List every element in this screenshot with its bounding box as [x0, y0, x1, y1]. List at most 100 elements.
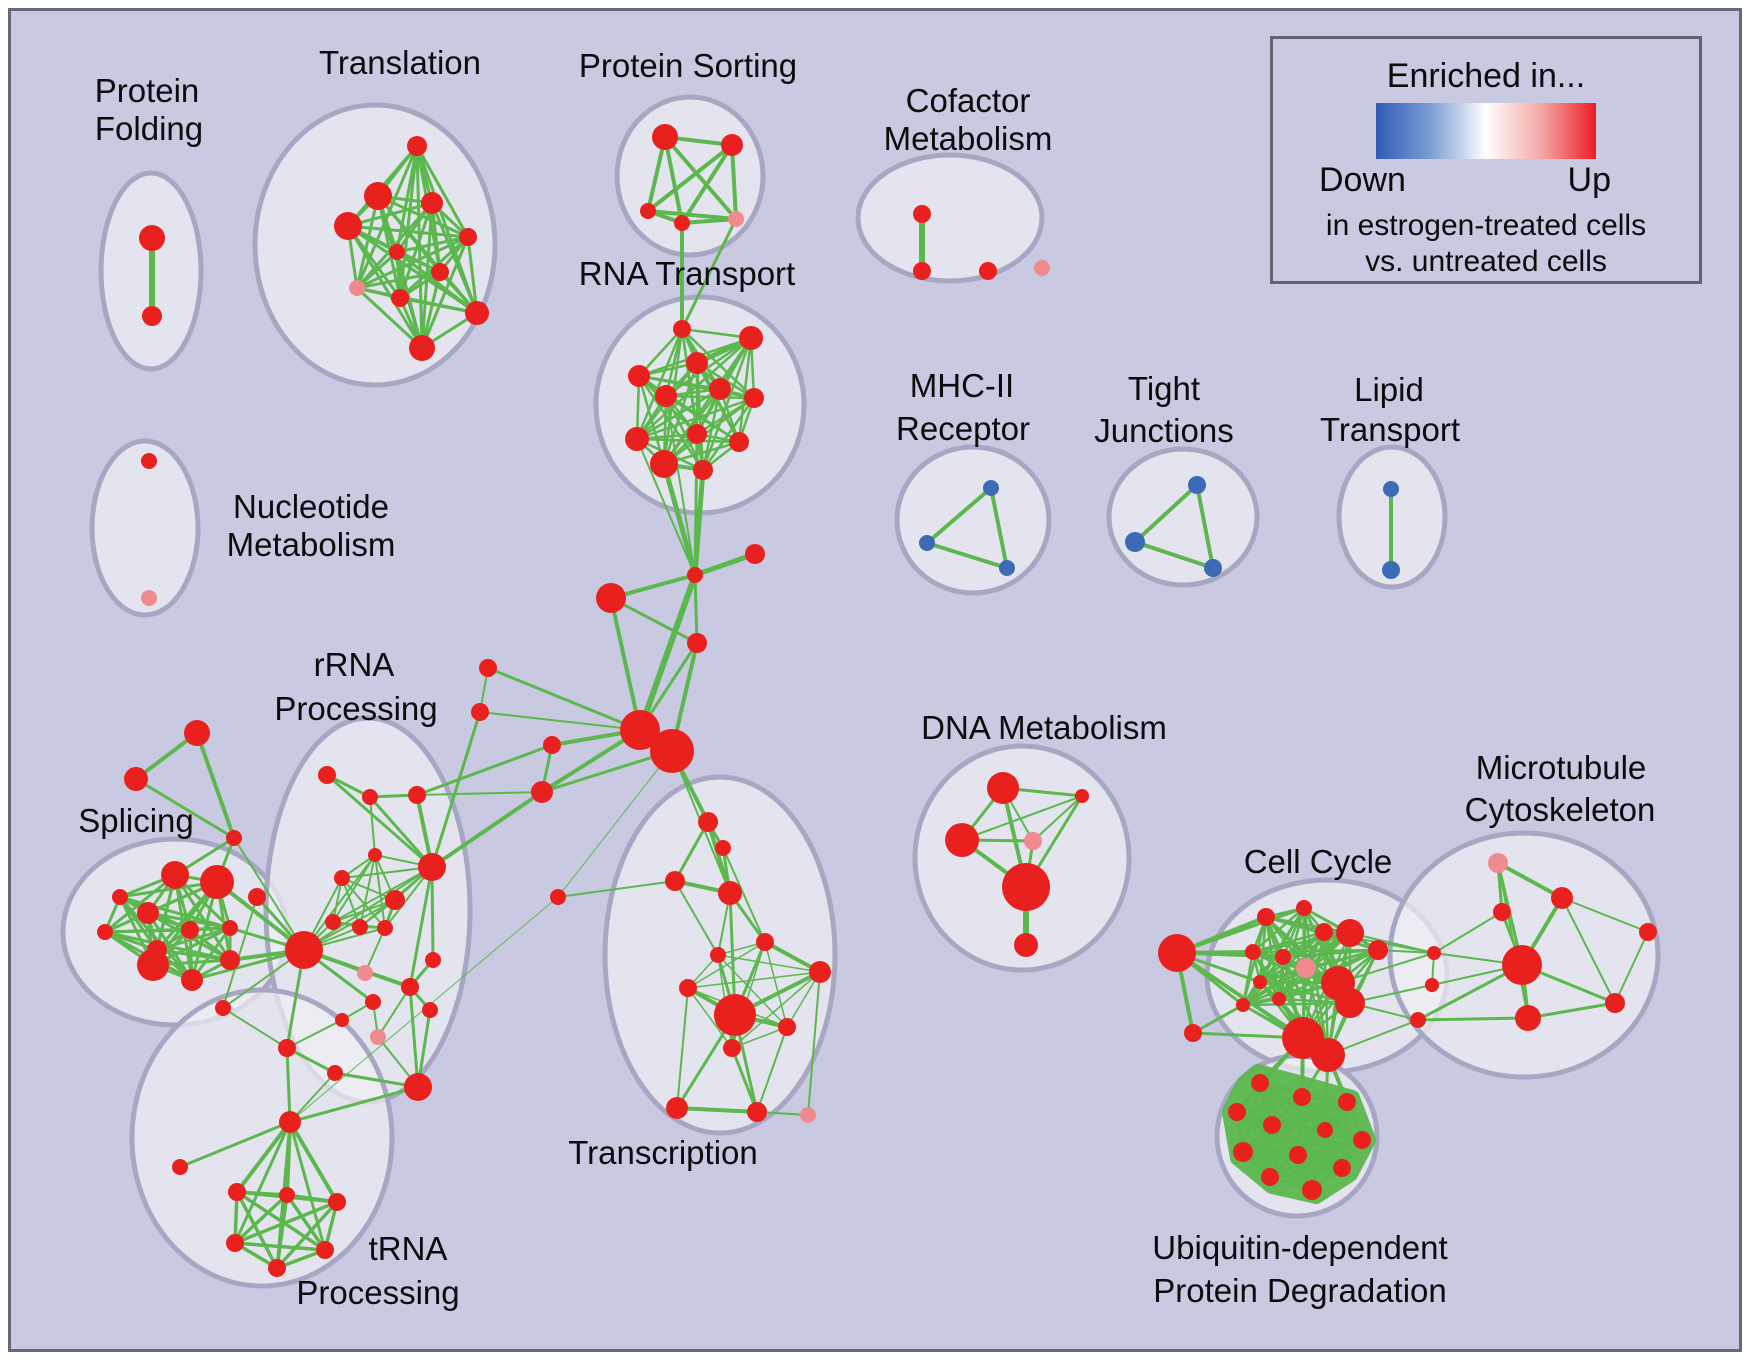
cluster-label-rrna-processing: rRNA — [314, 646, 395, 683]
network-edge — [635, 336, 753, 441]
gene-set-node — [1296, 900, 1312, 916]
network-edge — [756, 1026, 788, 1113]
gene-set-node — [687, 424, 707, 444]
network-edge — [1241, 948, 1380, 1007]
gene-set-node — [945, 823, 979, 857]
gene-set-node — [778, 1018, 796, 1036]
network-edge — [1614, 931, 1649, 1004]
cluster-ellipse-tight-junctions — [1106, 446, 1260, 588]
network-edge — [288, 1120, 339, 1204]
network-edge — [989, 486, 1009, 570]
gene-set-node — [1075, 789, 1089, 803]
gene-set-node — [1275, 949, 1291, 965]
gene-set-node — [220, 950, 240, 970]
network-edge — [1496, 861, 1564, 900]
gene-set-node — [479, 659, 497, 677]
network-edge — [1235, 1095, 1304, 1114]
network-edge — [961, 795, 1083, 841]
network-edge — [1268, 1166, 1344, 1179]
gene-set-node — [543, 736, 561, 754]
network-edge — [693, 573, 699, 645]
network-edge — [680, 143, 734, 225]
gene-set-node — [625, 427, 649, 451]
network-edge — [674, 880, 719, 956]
gene-set-node — [418, 853, 446, 881]
gene-set-node — [368, 848, 382, 862]
gene-set-node — [531, 781, 553, 803]
gene-set-node — [124, 767, 148, 791]
gene-set-node — [1289, 1146, 1307, 1164]
gene-set-node — [1502, 945, 1542, 985]
gene-set-node — [334, 212, 362, 240]
gene-set-node — [1188, 476, 1206, 494]
gene-set-node — [1335, 988, 1365, 1018]
gene-set-node — [1257, 908, 1275, 926]
gene-set-node — [1639, 923, 1657, 941]
gene-set-node — [357, 965, 373, 981]
gene-set-node — [1605, 993, 1625, 1013]
gene-set-node — [408, 786, 426, 804]
gene-set-node — [142, 306, 162, 326]
cluster-label-cofactor-metabolism: Cofactor — [906, 82, 1031, 119]
cluster-label-protein-folding: Folding — [95, 110, 203, 147]
cluster-label-rna-transport: RNA Transport — [579, 255, 795, 292]
gene-set-node — [919, 535, 935, 551]
gene-set-node — [389, 244, 405, 260]
gene-set-node — [362, 789, 378, 805]
network-edge — [693, 432, 699, 577]
cluster-ellipse-nucleotide-metabolism — [89, 438, 201, 618]
gene-set-node — [1245, 944, 1261, 960]
gene-set-node — [137, 949, 169, 981]
network-edge — [764, 941, 788, 1028]
network-edge — [665, 395, 696, 576]
network-edge — [1268, 1138, 1364, 1179]
cluster-label-rrna-processing: Processing — [274, 690, 437, 727]
network-edge — [1175, 906, 1306, 955]
network-edge — [807, 971, 821, 1116]
gene-set-node — [1253, 975, 1267, 989]
gene-set-node — [666, 1097, 688, 1119]
network-edge — [359, 854, 376, 928]
gene-set-node — [228, 1183, 246, 1201]
gene-set-node — [161, 861, 189, 889]
gene-set-node — [335, 1013, 349, 1027]
gene-set-node — [687, 567, 703, 583]
gene-set-node — [328, 1193, 346, 1211]
network-edge — [398, 296, 479, 315]
network-edge — [1241, 1001, 1352, 1007]
gene-set-node — [747, 1102, 767, 1122]
cluster-label-ubiquitin-degradation: Ubiquitin-dependent — [1152, 1229, 1447, 1266]
gene-set-node — [1158, 934, 1196, 972]
network-edge — [635, 396, 756, 441]
network-edge — [662, 396, 756, 466]
gene-set-node — [674, 215, 690, 231]
gene-set-node — [1034, 260, 1050, 276]
gene-set-node — [728, 211, 744, 227]
gene-set-node — [327, 1065, 343, 1081]
gene-set-node — [721, 134, 743, 156]
network-edge — [430, 710, 482, 869]
gene-set-node — [739, 326, 763, 350]
legend-title: Enriched in... — [1386, 57, 1586, 95]
gene-set-node — [999, 560, 1015, 576]
network-edge — [303, 866, 433, 951]
gene-set-node — [1296, 958, 1316, 978]
gene-set-node — [686, 352, 708, 374]
network-edge — [925, 486, 993, 545]
network-edge — [1235, 1100, 1349, 1114]
network-edge — [673, 820, 710, 883]
network-edge — [1235, 1110, 1314, 1192]
network-edge — [557, 750, 673, 898]
network-edge — [687, 941, 766, 989]
gene-set-node — [352, 919, 368, 935]
gene-set-node — [226, 1234, 244, 1252]
gene-set-node — [800, 1107, 816, 1123]
network-edge — [222, 1007, 288, 1049]
network-edge — [730, 143, 738, 221]
gene-set-node — [370, 1029, 386, 1045]
gene-set-node — [709, 378, 731, 400]
network-edge — [430, 865, 435, 962]
network-edge — [675, 1106, 759, 1114]
gene-set-node — [285, 931, 323, 969]
legend-axis-labels: Down Up — [1273, 159, 1699, 200]
